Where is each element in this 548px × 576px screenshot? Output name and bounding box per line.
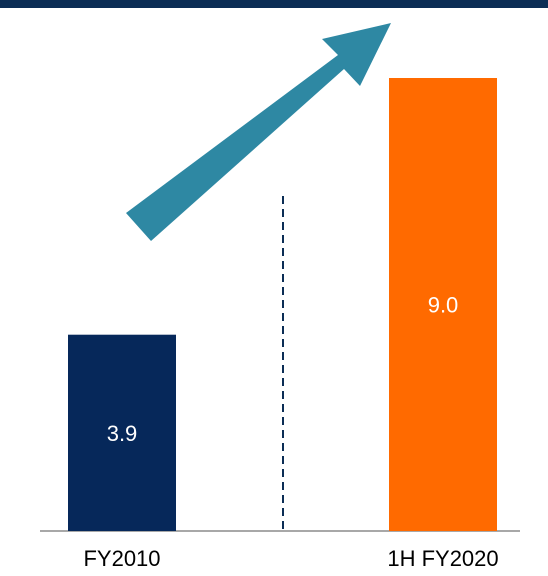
top-rule (0, 0, 548, 8)
bar-2 (389, 78, 497, 531)
bar-value-label-1: 3.9 (107, 421, 138, 446)
growth-arrow-icon (126, 23, 391, 241)
category-label-1: FY2010 (83, 546, 160, 571)
bar-value-label-2: 9.0 (428, 293, 459, 318)
bar-1 (68, 334, 176, 531)
category-label-2: 1H FY2020 (387, 546, 498, 571)
